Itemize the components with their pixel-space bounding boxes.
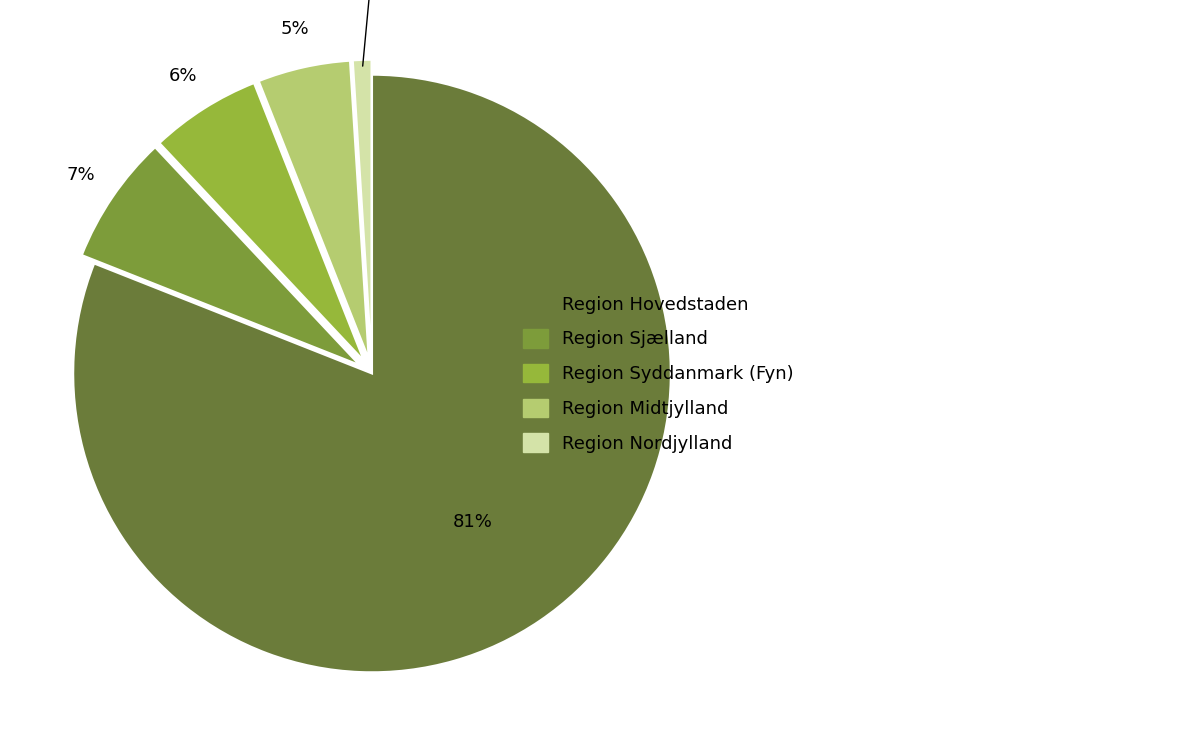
Wedge shape — [259, 61, 368, 359]
Text: 6%: 6% — [169, 66, 197, 85]
Wedge shape — [160, 83, 364, 361]
Wedge shape — [353, 60, 372, 359]
Text: 1%: 1% — [360, 0, 389, 66]
Wedge shape — [73, 75, 671, 672]
Text: 5%: 5% — [281, 20, 310, 38]
Text: 81%: 81% — [452, 512, 493, 531]
Wedge shape — [82, 147, 360, 365]
Text: 7%: 7% — [66, 167, 95, 185]
Legend: Region Hovedstaden, Region Sjælland, Region Syddanmark (Fyn), Region Midtjylland: Region Hovedstaden, Region Sjælland, Reg… — [516, 287, 802, 460]
